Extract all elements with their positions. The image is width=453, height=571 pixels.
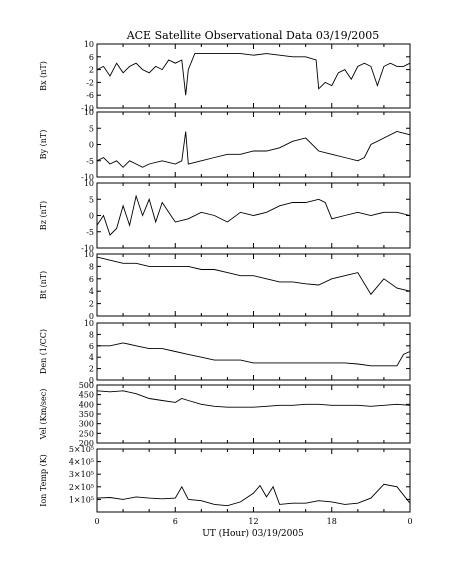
panel-frame xyxy=(96,111,411,178)
y-tick-label: -10 xyxy=(81,173,94,182)
y-tick-label: 2 xyxy=(89,66,94,75)
y-tick-label: 6 xyxy=(89,275,94,284)
y-tick-label: 6 xyxy=(89,53,94,62)
series-line xyxy=(96,53,411,96)
y-tick-label: 6 xyxy=(89,342,94,351)
panel-4: 10 8 6 4 2 0 Bt (nT) xyxy=(39,250,411,321)
y-tick-label: -5 xyxy=(86,228,94,237)
y-tick-label: 300 xyxy=(79,420,94,429)
panel-frame xyxy=(96,322,411,381)
series-line xyxy=(97,342,411,367)
x-tick-label: 6 xyxy=(173,517,178,526)
panel-1: 10 6 2 -2 -6 -10 Bx (nT) xyxy=(39,40,411,113)
x-tick-label: 12 xyxy=(248,517,258,526)
y-tick-label: 500 xyxy=(79,381,94,390)
panel-frame xyxy=(96,448,411,513)
y-tick-label: -2 xyxy=(86,78,94,87)
panel-frame xyxy=(96,253,411,317)
y-tick-label: -5 xyxy=(86,157,94,166)
y-tick-label: 0 xyxy=(89,212,94,221)
y-axis-label: Bz (nT) xyxy=(39,201,48,230)
y-tick-label: 350 xyxy=(79,410,94,419)
series-line xyxy=(96,390,411,408)
y-axis-label: Vel (Km/sec) xyxy=(39,389,48,441)
y-tick-label: 2 xyxy=(89,300,94,309)
y-axis-label: Bt (nT) xyxy=(39,271,48,299)
y-tick-label: -10 xyxy=(81,104,94,113)
x-tick-label: 0 xyxy=(407,517,412,526)
y-tick-label: 5 xyxy=(89,124,94,133)
y-tick-label: 10 xyxy=(84,108,94,117)
x-axis-label: UT (Hour) 03/19/2005 xyxy=(202,528,304,539)
panel-frame xyxy=(96,43,411,109)
panel-2: 10 5 0 -5 -10 By (nT) xyxy=(39,108,411,182)
y-tick-label: 400 xyxy=(79,400,94,409)
y-tick-label: 10 xyxy=(84,179,94,188)
y-tick-label: 8 xyxy=(89,262,94,271)
x-tick-label: 18 xyxy=(327,517,337,526)
y-tick-label: 10 xyxy=(84,319,94,328)
series-line xyxy=(96,131,411,168)
chart-title: ACE Satellite Observational Data 03/19/2… xyxy=(126,29,380,42)
y-tick-label: 0 xyxy=(89,312,94,321)
y-tick-label: 200 xyxy=(79,439,94,448)
y-tick-label: 2×10⁵ xyxy=(69,483,94,492)
panels-group: 10 6 2 -2 -6 -10 Bx (nT) 10 5 0 -5 -10 By (nT) 10 5 0 -5… xyxy=(39,40,413,526)
panel-5: 10 8 6 4 2 0 Den (1/CC) xyxy=(39,319,411,385)
y-tick-label: 3×10⁵ xyxy=(69,470,94,479)
y-axis-label: Ion Temp (K) xyxy=(39,454,48,507)
y-tick-label: 0 xyxy=(89,376,94,385)
y-tick-label: 10 xyxy=(84,250,94,259)
panel-7: 5×10⁵ 4×10⁵ 3×10⁵ 2×10⁵ 1×10⁵ Ion Temp (K) xyxy=(39,445,411,513)
y-axis-label: By (nT) xyxy=(39,130,48,160)
y-tick-label: -6 xyxy=(86,91,94,100)
series-line xyxy=(96,483,411,507)
y-tick-label: 2 xyxy=(89,365,94,374)
y-tick-label: 250 xyxy=(79,429,94,438)
y-tick-label: 4×10⁵ xyxy=(69,458,94,467)
y-tick-label: 4 xyxy=(89,287,94,296)
y-tick-label: 10 xyxy=(84,40,94,49)
y-axis-label: Den (1/CC) xyxy=(39,329,48,374)
panel-frame xyxy=(96,384,411,444)
y-tick-label: 4 xyxy=(89,353,94,362)
y-axis-label: Bx (nT) xyxy=(39,61,48,91)
y-tick-label: -10 xyxy=(81,244,94,253)
y-tick-label: 5×10⁵ xyxy=(69,445,94,454)
y-tick-label: 8 xyxy=(89,330,94,339)
panel-3: 10 5 0 -5 -10 Bz (nT) xyxy=(39,179,411,253)
y-tick-label: 450 xyxy=(79,391,94,400)
y-tick-label: 0 xyxy=(89,141,94,150)
x-tick-label: 0 xyxy=(94,517,99,526)
y-tick-label: 5 xyxy=(89,195,94,204)
series-line xyxy=(96,256,411,296)
series-line xyxy=(96,194,411,236)
y-tick-label: 1×10⁵ xyxy=(69,495,94,504)
